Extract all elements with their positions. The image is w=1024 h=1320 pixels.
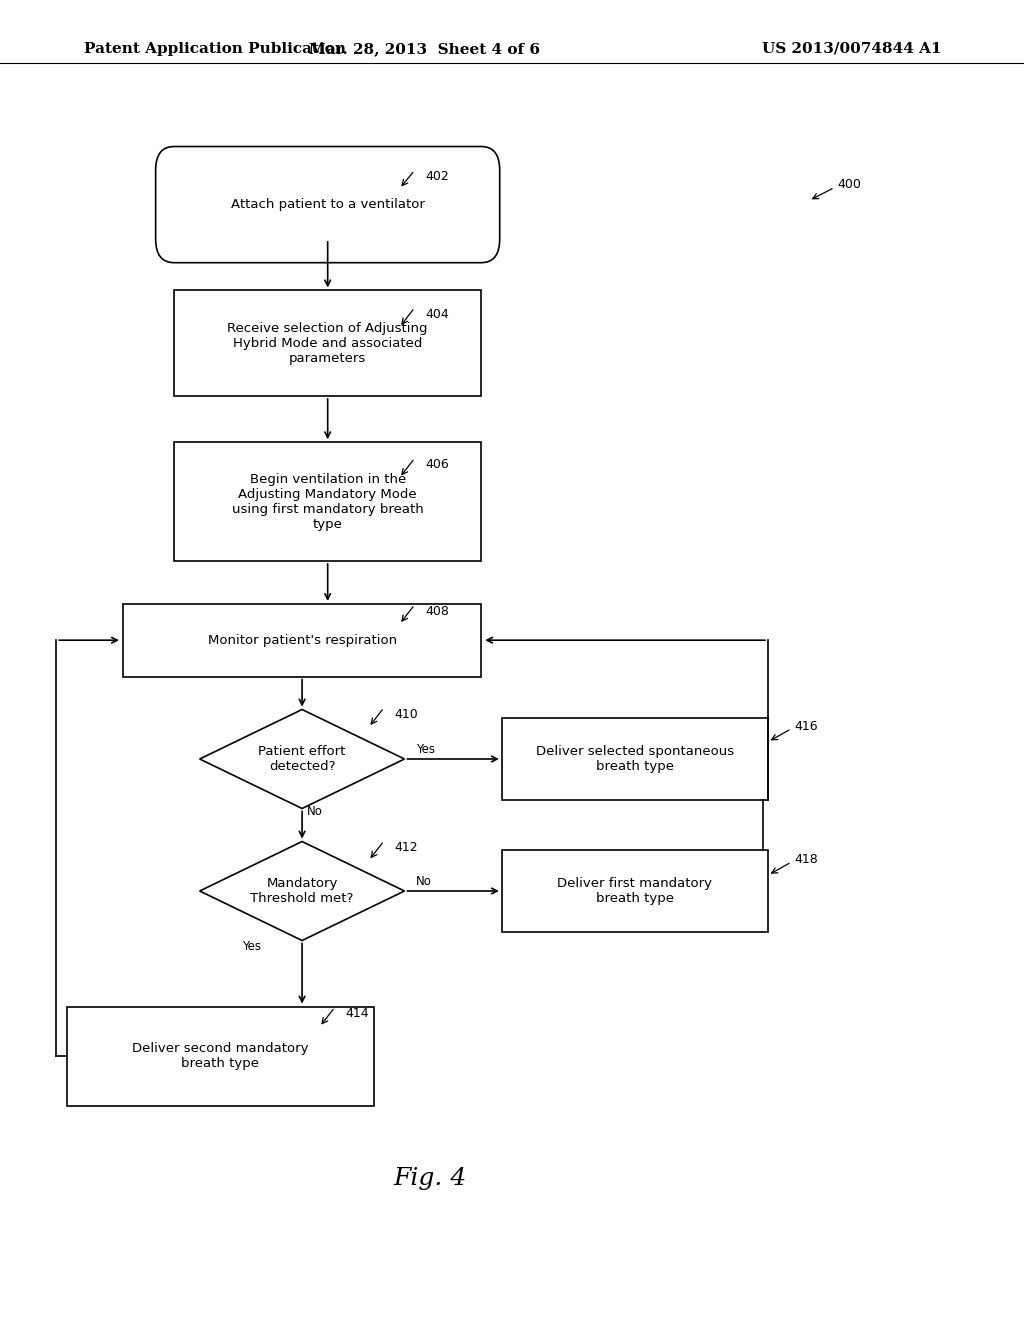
Text: 414: 414 bbox=[345, 1007, 369, 1020]
Text: Receive selection of Adjusting
Hybrid Mode and associated
parameters: Receive selection of Adjusting Hybrid Mo… bbox=[227, 322, 428, 364]
Text: Patient effort
detected?: Patient effort detected? bbox=[258, 744, 346, 774]
Text: No: No bbox=[307, 805, 324, 818]
Bar bbox=[123, 605, 481, 676]
Bar bbox=[67, 1006, 374, 1106]
Text: US 2013/0074844 A1: US 2013/0074844 A1 bbox=[763, 42, 942, 55]
Text: 402: 402 bbox=[425, 170, 449, 183]
Text: Patent Application Publication: Patent Application Publication bbox=[84, 42, 346, 55]
Text: Deliver selected spontaneous
breath type: Deliver selected spontaneous breath type bbox=[536, 744, 734, 774]
FancyBboxPatch shape bbox=[156, 147, 500, 263]
Text: Deliver second mandatory
breath type: Deliver second mandatory breath type bbox=[132, 1041, 308, 1071]
Text: 408: 408 bbox=[425, 605, 449, 618]
Text: Yes: Yes bbox=[416, 743, 435, 756]
Text: 416: 416 bbox=[795, 719, 818, 733]
Bar bbox=[502, 850, 768, 932]
Text: Deliver first mandatory
breath type: Deliver first mandatory breath type bbox=[557, 876, 713, 906]
Bar bbox=[174, 442, 481, 561]
Text: 418: 418 bbox=[795, 853, 818, 866]
Text: Mar. 28, 2013  Sheet 4 of 6: Mar. 28, 2013 Sheet 4 of 6 bbox=[309, 42, 541, 55]
Text: Yes: Yes bbox=[242, 940, 261, 953]
Text: Begin ventilation in the
Adjusting Mandatory Mode
using first mandatory breath
t: Begin ventilation in the Adjusting Manda… bbox=[231, 473, 424, 531]
Text: 400: 400 bbox=[838, 178, 861, 191]
Text: No: No bbox=[416, 875, 432, 888]
Polygon shape bbox=[200, 842, 404, 940]
Text: Mandatory
Threshold met?: Mandatory Threshold met? bbox=[251, 876, 353, 906]
Bar bbox=[502, 718, 768, 800]
Text: Attach patient to a ventilator: Attach patient to a ventilator bbox=[230, 198, 425, 211]
Text: 412: 412 bbox=[394, 841, 418, 854]
Text: 406: 406 bbox=[425, 458, 449, 471]
Text: Fig. 4: Fig. 4 bbox=[393, 1167, 467, 1191]
Polygon shape bbox=[200, 710, 404, 808]
Text: Monitor patient's respiration: Monitor patient's respiration bbox=[208, 634, 396, 647]
Text: 410: 410 bbox=[394, 708, 418, 721]
Bar bbox=[174, 290, 481, 396]
Text: 404: 404 bbox=[425, 308, 449, 321]
